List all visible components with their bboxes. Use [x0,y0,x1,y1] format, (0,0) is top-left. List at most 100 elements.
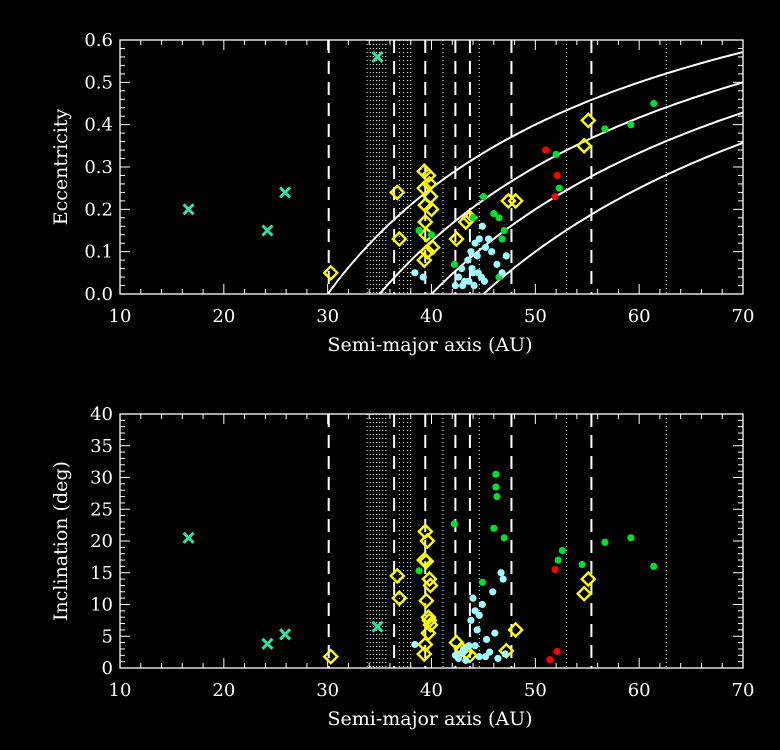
y-tick-label: 10 [90,595,113,616]
data-point [650,99,658,108]
data-point [450,260,458,268]
data-point [492,483,500,491]
data-point [507,621,524,639]
data-point [420,167,437,184]
data-point [481,243,490,252]
y-tick-label: 0.4 [84,115,113,136]
data-point [473,252,481,260]
data-point [465,277,473,285]
data-point [467,248,475,256]
data-point [542,146,550,154]
data-point [578,560,586,569]
data-point [500,534,508,542]
data-point [411,269,419,277]
data-point [486,648,494,656]
data-point [478,222,486,230]
x-tick-label: 60 [628,680,651,701]
data-point [416,251,433,269]
x-tick-label: 50 [524,306,547,327]
data-point [182,531,195,544]
data-point [279,628,292,641]
data-point [418,592,435,609]
data-point [502,252,510,260]
data-point [488,248,496,256]
y-tick-label: 0.0 [84,284,113,305]
data-point [454,654,463,663]
x-tick-label: 20 [212,306,235,327]
x-tick-label: 40 [420,306,443,327]
data-point [424,239,441,256]
data-point [601,125,609,133]
data-point [479,193,488,201]
data-point [650,562,658,571]
x-tick-label: 70 [732,680,755,701]
data-point [279,186,292,199]
data-point [499,575,507,583]
data-point [554,556,562,564]
data-point [552,150,560,158]
data-point [580,570,597,588]
data-point [489,588,497,596]
perihelion-curve [378,81,744,295]
x-tick-label: 30 [316,680,339,701]
data-point [469,214,477,222]
data-point [458,265,466,273]
data-point [448,230,465,248]
y-tick-label: 0.6 [84,30,113,51]
data-point [480,277,489,285]
data-point [485,235,493,243]
y-tick-label: 35 [90,436,113,457]
data-point [261,637,274,650]
x-tick-label: 10 [109,306,132,327]
data-point [261,224,274,237]
y-tick-label: 0.3 [84,157,113,178]
data-point [322,648,339,665]
data-point [419,273,427,281]
data-point [475,652,483,661]
data-point [493,260,501,268]
y-tick-label: 5 [102,626,113,647]
perihelion-curve [326,51,744,295]
data-point [389,184,406,201]
x-tick-label: 20 [212,680,235,701]
data-point [478,600,486,609]
data-point [497,569,505,577]
data-point [451,281,459,290]
x-tick-label: 60 [628,306,651,327]
data-point [415,567,423,575]
data-point [416,645,433,663]
tick-labels: 10 20 30 40 50 60 70 0 5 10 15 20 25 30 35 40 [90,404,754,701]
axes-frame [119,413,744,669]
data-point [459,281,467,290]
data-point [498,269,506,277]
data-point [490,524,498,532]
y-axis-label: Inclination (deg) [50,461,72,621]
data-point [500,226,508,235]
perihelion-curve [482,141,744,295]
y-tick-label: 15 [90,563,113,584]
data-point [465,642,473,650]
data-point [182,203,195,216]
data-point [475,235,483,243]
data-point [482,635,491,644]
data-point [580,112,597,129]
data-point [498,235,506,243]
eccentricity-panel: 10 20 30 40 50 60 70 0.0 0.1 0.2 0.3 0.4 0.5 0.6 Semi… [50,30,754,356]
data-point [421,570,438,588]
data-point [493,492,501,501]
data-point [627,534,635,542]
data-point [601,538,609,546]
data-point [419,532,436,550]
data-point [507,192,524,210]
data-points [182,470,658,665]
data-point [494,654,502,663]
data-point [427,231,436,239]
data-point [490,209,498,218]
data-point [371,50,384,63]
data-point [371,620,384,633]
data-point [474,269,482,277]
x-tick-label: 50 [524,680,547,701]
data-point [473,626,481,634]
data-point [467,616,475,624]
